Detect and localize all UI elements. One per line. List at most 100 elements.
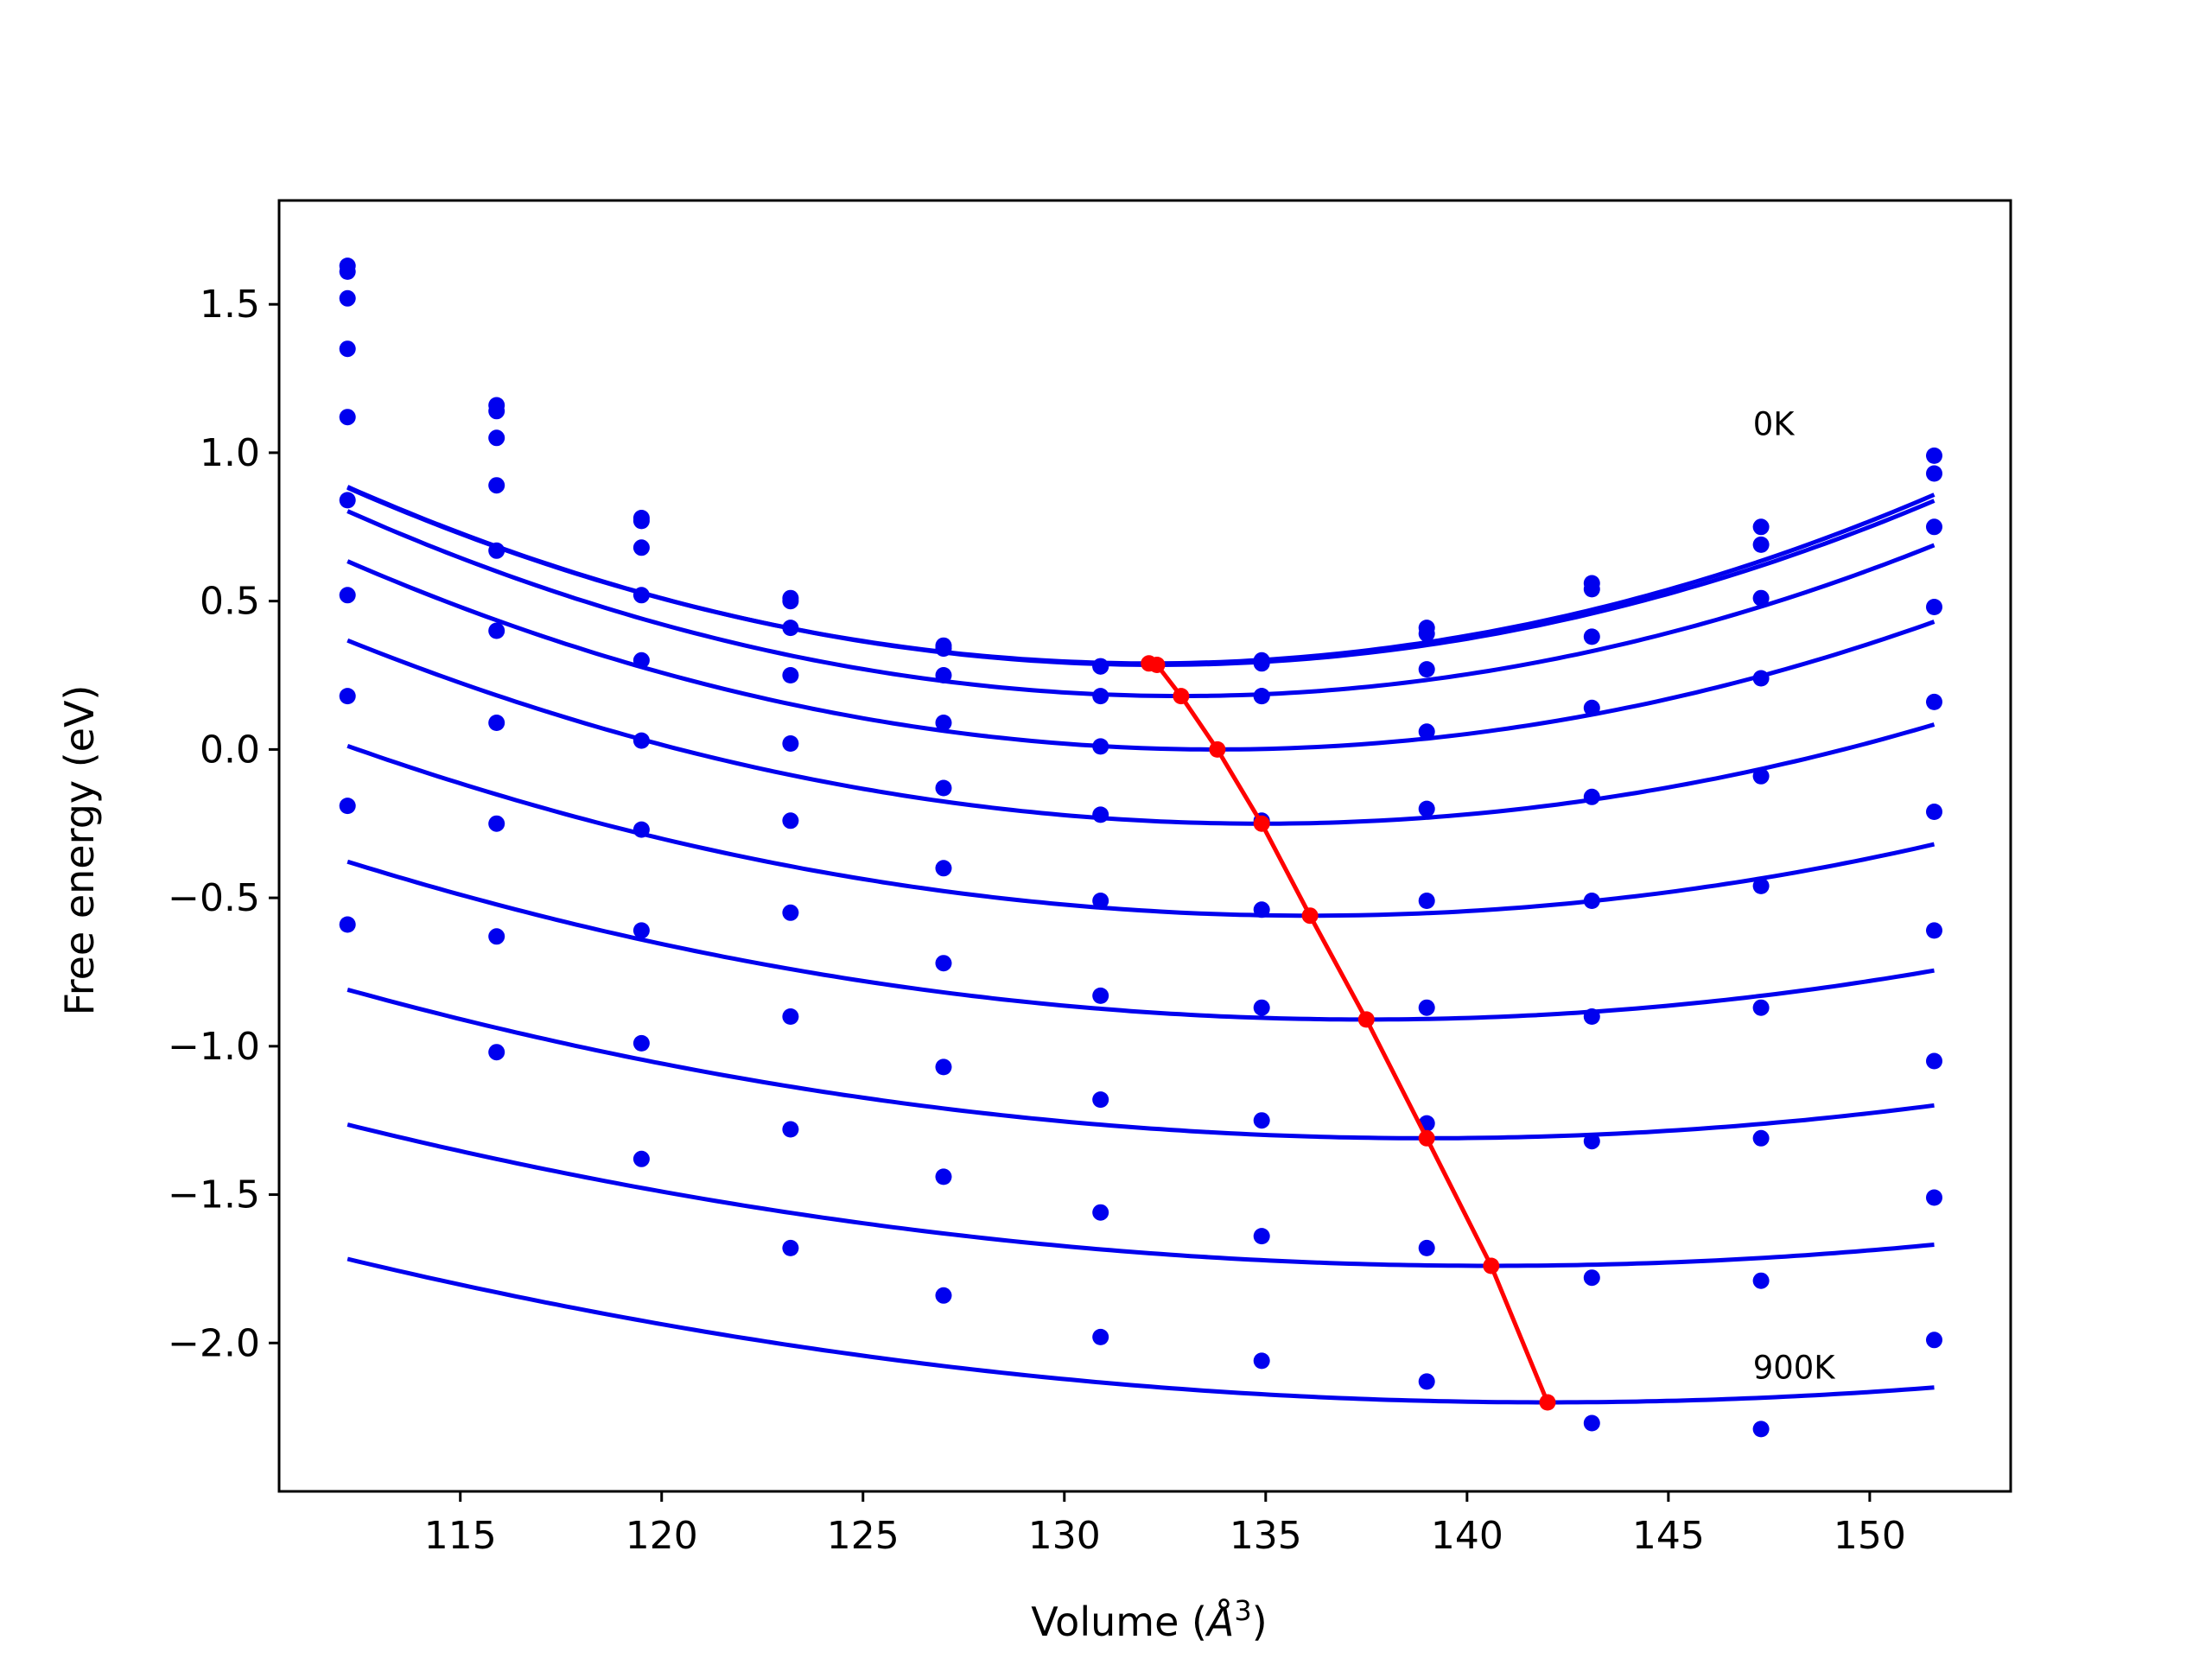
data-point-s5-8: [1583, 893, 1600, 909]
x-tick-label-0: 115: [424, 1514, 497, 1558]
plot-frame: [277, 199, 2012, 1493]
data-point-s8-10: [1926, 1189, 1942, 1206]
data-point-s8-9: [1752, 1272, 1770, 1289]
data-point-s7-1: [488, 815, 505, 832]
y-tick-label-3: 0.0: [200, 728, 260, 772]
y-axis-label: Free energy (eV): [56, 685, 103, 1016]
x-axis-label-close: ): [1252, 1599, 1268, 1645]
fit-curve-5: [346, 743, 1936, 918]
data-point-s6-6: [1253, 999, 1270, 1016]
data-point-s7-10: [1926, 1052, 1942, 1070]
data-point-s6-4: [935, 955, 952, 972]
x-axis-label-text: Volume (: [1031, 1599, 1207, 1645]
data-point-s0-10: [1926, 447, 1942, 464]
y-tick-label-0: 1.5: [200, 283, 260, 327]
annotation-0k: 0K: [1753, 405, 1796, 442]
data-point-s7-6: [1253, 1112, 1270, 1129]
data-point-s2-5: [1092, 688, 1109, 705]
data-point-s9-5: [1092, 1328, 1109, 1345]
data-point-s9-4: [935, 1287, 952, 1304]
data-point-s8-3: [782, 1121, 799, 1138]
fit-curve-4: [346, 638, 1936, 826]
y-tick-label-5: −1.0: [168, 1025, 260, 1069]
minima-point-5: [1301, 907, 1319, 925]
data-point-s2-8: [1583, 628, 1600, 645]
data-point-s7-4: [935, 1058, 952, 1076]
data-point-s8-5: [1092, 1204, 1109, 1221]
data-point-s4-3: [782, 735, 799, 752]
data-point-s6-0: [339, 587, 356, 604]
data-point-s4-7: [1418, 800, 1435, 817]
data-point-s5-4: [935, 860, 952, 877]
data-point-s7-3: [782, 1008, 799, 1025]
data-point-s8-2: [632, 1034, 650, 1052]
x-tick-label-7: 150: [1834, 1514, 1906, 1558]
data-point-s4-8: [1583, 788, 1600, 805]
data-point-s4-1: [488, 542, 505, 559]
y-tick-label-4: −0.5: [168, 876, 260, 920]
data-point-s9-2: [632, 1150, 650, 1167]
fit-curve-2: [346, 509, 1936, 699]
data-point-s3-2: [632, 587, 650, 604]
data-point-s3-6: [1253, 688, 1270, 705]
data-point-s5-3: [782, 812, 799, 830]
data-point-s4-5: [1092, 806, 1109, 823]
annotation-900k: 900K: [1753, 1350, 1837, 1387]
minima-point-1: [1148, 657, 1166, 673]
data-point-s7-9: [1752, 1129, 1770, 1147]
data-point-s6-7: [1418, 999, 1435, 1016]
data-point-s1-5: [1092, 658, 1109, 675]
data-point-s9-10: [1926, 1332, 1942, 1349]
data-point-s3-4: [935, 715, 952, 731]
minima-line-group: [1141, 655, 1556, 1411]
data-point-s8-8: [1583, 1269, 1600, 1287]
minima-point-9: [1539, 1394, 1556, 1411]
data-point-s9-9: [1752, 1421, 1770, 1438]
data-point-s2-10: [1926, 518, 1942, 536]
fit-curve-6: [346, 859, 1935, 1022]
data-point-s6-2: [632, 821, 650, 838]
minima-point-3: [1209, 741, 1226, 758]
y-tick-label-2: 0.5: [200, 580, 260, 624]
fit-curve-8: [346, 1122, 1935, 1268]
fit-curve-9: [346, 1256, 1935, 1405]
x-axis-ticks: 115 120 125 130 135 140 145 150: [424, 1491, 1906, 1558]
fit-curve-7: [346, 987, 1935, 1141]
data-point-s2-1: [488, 429, 505, 447]
data-point-s3-0: [339, 340, 356, 358]
data-point-s1-8: [1583, 581, 1600, 598]
data-point-s1-7: [1418, 625, 1435, 642]
data-point-s7-2: [632, 922, 650, 939]
data-point-s6-3: [782, 904, 799, 921]
data-point-s3-3: [782, 667, 799, 683]
data-point-s6-5: [1092, 987, 1109, 1004]
data-point-s0-9: [1752, 518, 1770, 536]
data-point-s2-0: [339, 289, 356, 307]
data-point-s2-3: [782, 620, 799, 637]
data-point-s1-10: [1926, 465, 1942, 482]
data-point-s9-8: [1583, 1414, 1600, 1432]
data-point-s3-5: [1092, 738, 1109, 755]
data-point-s8-6: [1253, 1228, 1270, 1245]
data-point-s3-9: [1752, 670, 1770, 687]
data-point-s4-0: [339, 409, 356, 426]
data-point-s1-1: [488, 403, 505, 420]
data-point-s4-2: [632, 652, 650, 669]
data-point-s3-7: [1418, 723, 1435, 741]
data-point-s5-5: [1092, 893, 1109, 909]
x-tick-label-5: 140: [1431, 1514, 1503, 1558]
data-point-s9-7: [1418, 1373, 1435, 1390]
data-point-s6-8: [1583, 1008, 1600, 1025]
data-point-s7-8: [1583, 1133, 1600, 1150]
data-point-s8-4: [935, 1168, 952, 1185]
fit-curve-1: [346, 485, 1936, 667]
data-point-s5-7: [1418, 893, 1435, 909]
data-point-s3-8: [1583, 699, 1600, 716]
data-point-s5-9: [1752, 877, 1770, 894]
data-point-s1-0: [339, 263, 356, 280]
y-tick-label-1: 1.0: [200, 431, 260, 475]
data-point-s4-4: [935, 779, 952, 797]
data-point-s5-6: [1253, 901, 1270, 918]
data-point-s5-2: [632, 732, 650, 749]
y-tick-label-7: −2.0: [168, 1321, 260, 1365]
